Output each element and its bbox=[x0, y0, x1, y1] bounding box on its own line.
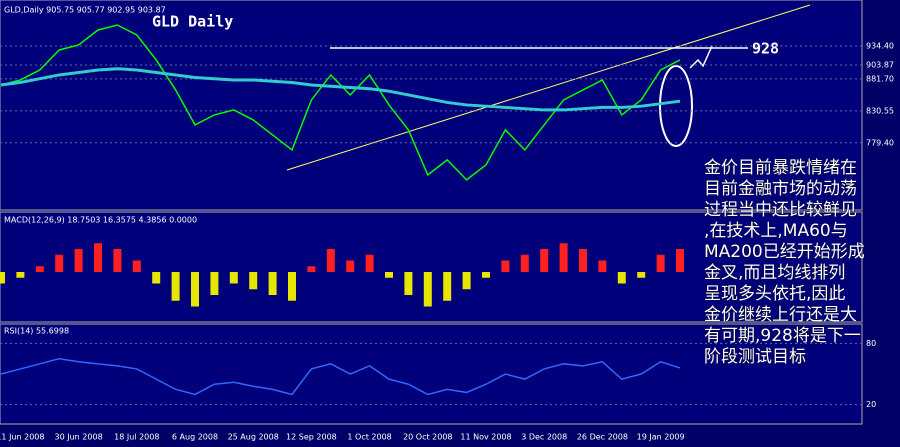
y-tick-label: 934.40 bbox=[866, 41, 894, 50]
bar bbox=[55, 254, 64, 272]
x-tick-label: 18 Jul 2008 bbox=[114, 433, 159, 442]
bar bbox=[249, 272, 258, 290]
y-tick-label: 881.70 bbox=[866, 74, 894, 83]
bar bbox=[540, 249, 549, 272]
y-tick-label: 779.40 bbox=[866, 138, 894, 147]
rsi-title: RSI(14) 55.6998 bbox=[4, 327, 69, 336]
macd-title: MACD(12,26,9) 18.7503 16.3575 4.3856 0.0… bbox=[4, 216, 197, 225]
x-tick-label: 6 Aug 2008 bbox=[172, 433, 218, 442]
bar bbox=[171, 272, 180, 301]
bar bbox=[152, 272, 161, 284]
bar bbox=[346, 260, 355, 272]
note-line: 金价目前暴跌情绪在 bbox=[704, 158, 857, 178]
bar bbox=[559, 243, 568, 272]
note-line: 有可期,928将是下一 bbox=[704, 326, 861, 346]
header: GLD,Daily 905.75 905.77 902.95 903.87 bbox=[4, 6, 166, 15]
y-tick-label: 80 bbox=[866, 339, 876, 348]
bar bbox=[94, 243, 102, 272]
y-tick-label: 20 bbox=[866, 400, 876, 409]
bar bbox=[501, 260, 510, 272]
bar bbox=[404, 272, 413, 295]
x-tick-label: 11 Nov 2008 bbox=[460, 433, 511, 442]
note-line: 金叉,而且均线排列 bbox=[704, 263, 845, 283]
bar bbox=[191, 272, 199, 307]
line bbox=[0, 24, 681, 181]
price-panel bbox=[0, 0, 863, 211]
x-tick-label: 3 Dec 2008 bbox=[521, 433, 567, 442]
line bbox=[0, 357, 681, 396]
bar bbox=[617, 272, 626, 284]
target-label: 928 bbox=[752, 40, 779, 58]
bar bbox=[598, 260, 607, 272]
x-tick-label: 19 Jan 2009 bbox=[637, 433, 685, 442]
bar bbox=[0, 272, 5, 284]
projection bbox=[689, 45, 713, 69]
bar bbox=[365, 254, 374, 272]
bar bbox=[423, 272, 432, 307]
x-tick-label: 1 Oct 2008 bbox=[347, 433, 391, 442]
x-tick-label: 11 Jun 2008 bbox=[0, 433, 44, 442]
bar bbox=[35, 266, 44, 272]
x-tick-label: 25 Aug 2008 bbox=[228, 433, 279, 442]
chart-title: GLD Daily bbox=[152, 13, 233, 31]
bar bbox=[676, 249, 684, 272]
x-tick-label: 12 Sep 2008 bbox=[286, 433, 337, 442]
highlight-ellipse bbox=[659, 65, 693, 147]
bar bbox=[520, 254, 529, 272]
note-line: 过程当中还比较鲜见 bbox=[704, 200, 857, 220]
x-tick-label: 30 Jun 2008 bbox=[55, 433, 103, 442]
bar bbox=[268, 272, 277, 295]
bar bbox=[326, 249, 335, 272]
x-tick-label: 26 Dec 2008 bbox=[577, 433, 628, 442]
bar bbox=[16, 272, 25, 278]
bar bbox=[462, 272, 471, 290]
note-line: MA200已经开始形成 bbox=[704, 242, 865, 262]
y-tick-label: 830.55 bbox=[866, 106, 894, 115]
bar bbox=[132, 260, 141, 272]
note-line: 阶段测试目标 bbox=[704, 347, 806, 367]
bar bbox=[443, 272, 452, 301]
trend-line bbox=[286, 4, 811, 171]
rsi-panel bbox=[0, 323, 863, 425]
bar bbox=[113, 249, 122, 272]
bar bbox=[579, 249, 587, 272]
bar bbox=[288, 272, 296, 301]
bar bbox=[385, 272, 393, 278]
bar bbox=[210, 272, 219, 295]
note-line: 金价继续上行还是大 bbox=[704, 305, 857, 325]
line bbox=[0, 67, 681, 112]
bar bbox=[482, 272, 490, 278]
note-line: 呈现多头依托,因此 bbox=[704, 284, 845, 304]
note-line: ,在技术上,MA60与 bbox=[704, 221, 848, 241]
note: 金价目前暴跌情绪在目前金融市场的动荡过程当中还比较鲜见,在技术上,MA60与MA… bbox=[704, 158, 865, 368]
bar bbox=[74, 249, 83, 272]
y-tick-label: 903.87 bbox=[866, 61, 894, 70]
bar bbox=[656, 254, 665, 272]
bar bbox=[637, 272, 646, 278]
bar bbox=[307, 266, 316, 272]
x-tick-label: 20 Oct 2008 bbox=[403, 433, 452, 442]
note-line: 目前金融市场的动荡 bbox=[704, 179, 857, 199]
bar bbox=[229, 272, 238, 284]
